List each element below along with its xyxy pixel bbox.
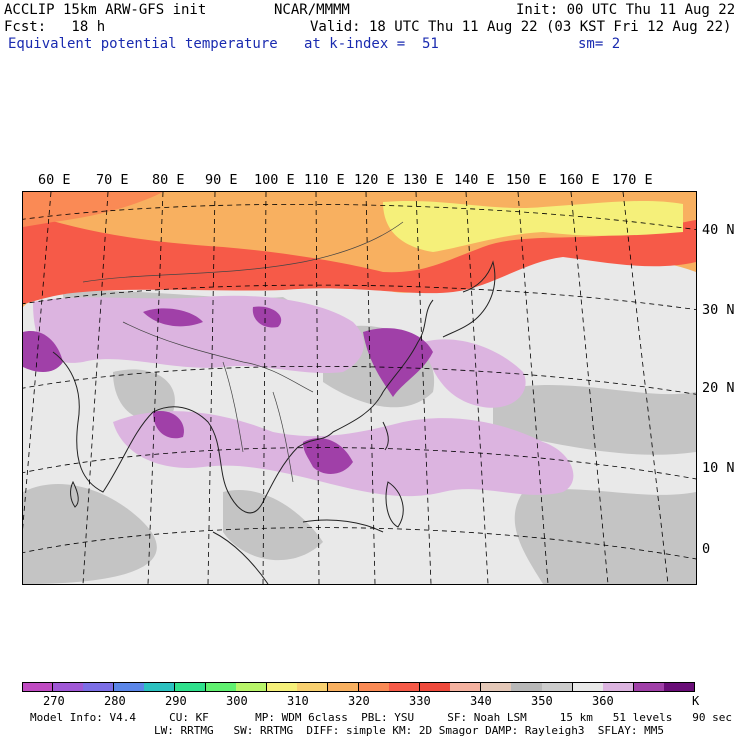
lon-label: 70 E	[96, 172, 129, 188]
model-title: ACCLIP 15km ARW-GFS init	[4, 2, 207, 18]
colorbar-unit: K	[692, 694, 700, 708]
lon-label: 160 E	[559, 172, 600, 188]
colorbar-swatch	[542, 682, 574, 692]
colorbar-swatch	[144, 682, 176, 692]
colorbar-swatch	[511, 682, 543, 692]
forecast-hour: Fcst: 18 h	[4, 19, 106, 35]
colorbar-swatch	[389, 682, 421, 692]
organization: NCAR/MMMM	[274, 2, 350, 18]
colorbar-label: 340	[470, 694, 492, 708]
lon-label: 120 E	[354, 172, 395, 188]
colorbar-swatch	[603, 682, 635, 692]
lon-label: 90 E	[205, 172, 238, 188]
map-panel	[22, 191, 697, 585]
coastlines	[52, 260, 496, 584]
lon-label: 170 E	[612, 172, 653, 188]
colorbar-label: 360	[592, 694, 614, 708]
colorbar-label: 330	[409, 694, 431, 708]
lon-label: 80 E	[152, 172, 185, 188]
graticule	[23, 192, 696, 584]
lon-label: 130 E	[403, 172, 444, 188]
colorbar-swatch	[572, 682, 604, 692]
colorbar-label: 280	[104, 694, 126, 708]
colorbar-swatch	[450, 682, 482, 692]
light-purple-regions	[33, 295, 574, 497]
colorbar-swatch	[297, 682, 329, 692]
lat-label: 20 N	[702, 380, 735, 396]
field-name: Equivalent potential temperature	[8, 36, 278, 52]
colorbar-swatch	[266, 682, 298, 692]
colorbar-swatch	[327, 682, 359, 692]
colorbar-label: 320	[348, 694, 370, 708]
colorbar-label: 310	[287, 694, 309, 708]
colorbar-swatch	[174, 682, 207, 692]
lon-label: 150 E	[506, 172, 547, 188]
lon-label: 140 E	[454, 172, 495, 188]
colorbar-swatch	[633, 682, 665, 692]
colorbar-swatch	[22, 682, 54, 692]
colorbar-label: 290	[165, 694, 187, 708]
lon-label: 110 E	[304, 172, 345, 188]
lat-label: 10 N	[702, 460, 735, 476]
colorbar-swatch	[236, 682, 268, 692]
colorbar-swatch	[419, 682, 451, 692]
colorbar-swatch	[480, 682, 512, 692]
model-info-line2: LW: RRTMG SW: RRTMG DIFF: simple KM: 2D …	[154, 724, 664, 737]
colorbar	[22, 682, 696, 692]
colorbar-swatch	[52, 682, 84, 692]
lon-label: 60 E	[38, 172, 71, 188]
country-borders	[82, 221, 404, 483]
colorbar-swatch	[358, 682, 390, 692]
lat-label: 0	[702, 541, 711, 557]
colorbar-swatch	[113, 682, 145, 692]
init-time: Init: 00 UTC Thu 11 Aug 22	[516, 2, 736, 18]
valid-time: Valid: 18 UTC Thu 11 Aug 22 (03 KST Fri …	[310, 19, 732, 35]
lon-label: 100 E	[254, 172, 295, 188]
lat-label: 40 N	[702, 222, 735, 238]
colorbar-label: 300	[226, 694, 248, 708]
lat-label: 30 N	[702, 302, 735, 318]
colorbar-label: 350	[531, 694, 553, 708]
warm-band-red	[23, 212, 696, 304]
smoothing: sm= 2	[578, 36, 621, 52]
colorbar-swatch	[205, 682, 237, 692]
warm-band-yellow	[383, 200, 683, 252]
colorbar-swatch	[83, 682, 115, 692]
level-index: at k-index = 51	[304, 36, 439, 52]
model-info-line1: Model Info: V4.4 CU: KF MP: WDM 6class P…	[30, 711, 732, 724]
colorbar-label: 270	[43, 694, 65, 708]
